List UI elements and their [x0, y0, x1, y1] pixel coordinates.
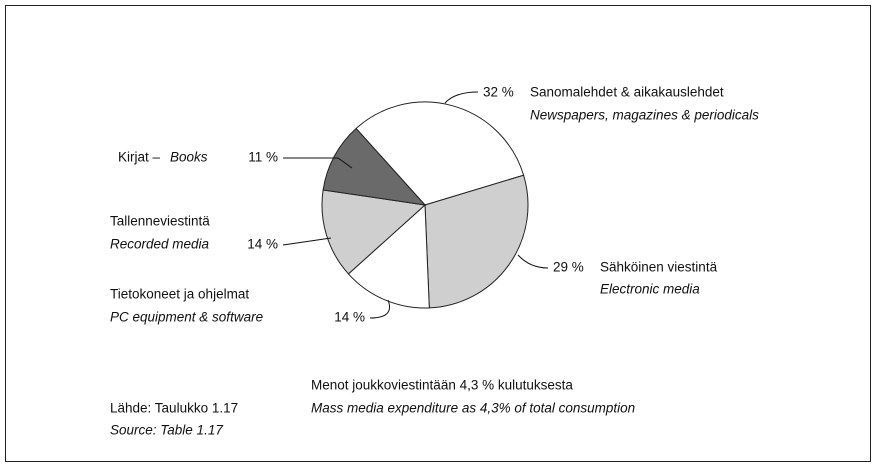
slice-label-en: Recorded media	[110, 237, 210, 252]
leader-line	[444, 91, 479, 104]
pie-slice	[355, 101, 525, 206]
pie-slice	[321, 189, 427, 275]
slice-label-en: Electronic media	[600, 282, 700, 297]
slice-label: Kirjat –	[118, 150, 161, 165]
slice-label: Tallenneviestintä	[110, 214, 210, 229]
frame	[5, 5, 871, 462]
leader-line	[517, 254, 549, 269]
leader-line	[369, 299, 390, 319]
value-label: 14 %	[247, 237, 278, 252]
note: Mass media expenditure as 4,3% of total …	[311, 401, 635, 416]
slice-label: Tietokoneet ja ohjelmat	[110, 287, 249, 302]
value-label: 11 %	[248, 150, 278, 165]
leader-line	[282, 237, 332, 246]
note: Menot joukkoviestintään 4,3 % kulutukses…	[311, 378, 573, 393]
leader-line	[283, 157, 353, 169]
pie-slice	[347, 203, 430, 309]
source: Source: Table 1.17	[110, 423, 223, 438]
slice-label: Sähköinen viestintä	[600, 260, 718, 275]
pie-slice	[322, 127, 427, 206]
value-label: 29 %	[553, 260, 584, 275]
slice-label-en: Books	[170, 150, 208, 165]
value-label: 14 %	[334, 310, 365, 325]
slice-label-en: Newspapers, magazines & periodicals	[530, 108, 759, 123]
slice-label: Sanomalehdet & aikakauslehdet	[530, 85, 724, 100]
source: Lähde: Taulukko 1.17	[110, 401, 238, 416]
slice-label-en: PC equipment & software	[110, 310, 263, 325]
value-label: 32 %	[483, 85, 514, 100]
pie-slice	[424, 174, 529, 309]
